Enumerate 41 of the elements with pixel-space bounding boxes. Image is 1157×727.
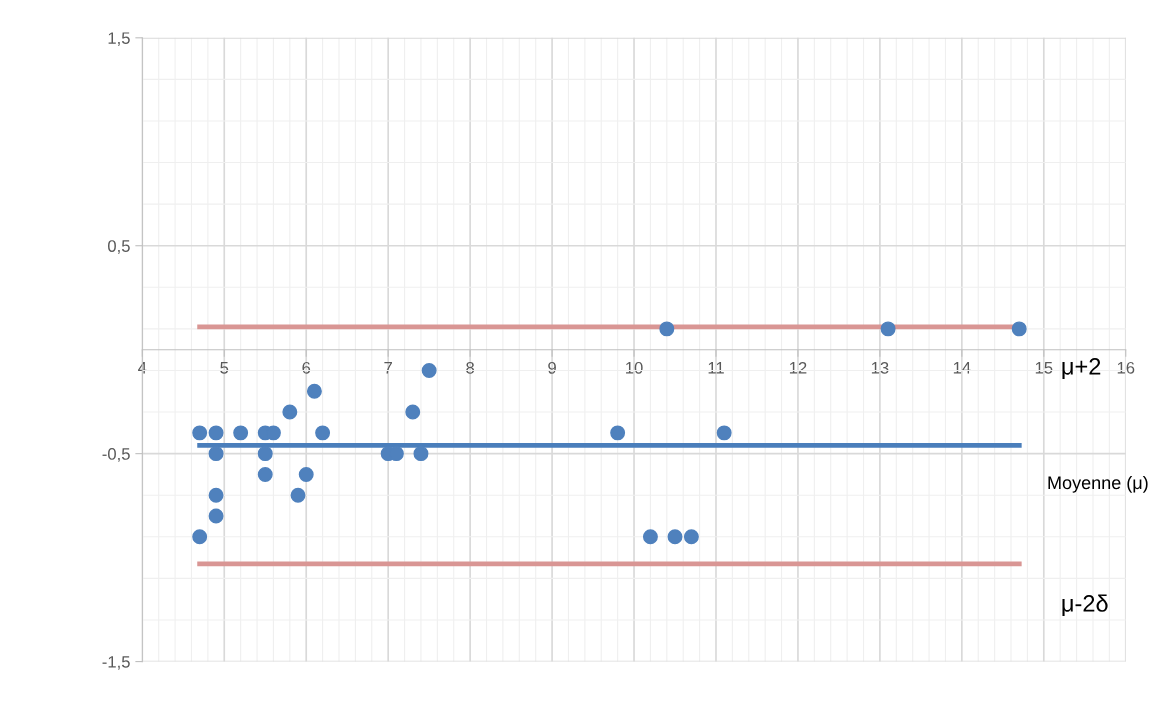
- point: [1011, 321, 1027, 337]
- x-tick-label: 11: [708, 362, 724, 374]
- point: [315, 425, 331, 441]
- x-tick-label: 12: [789, 361, 807, 374]
- x-tick-label: 5: [220, 362, 229, 374]
- y-tick-label: -1,5: [102, 656, 130, 670]
- point: [659, 321, 675, 337]
- point: [298, 466, 314, 482]
- point: [208, 487, 224, 503]
- point: [192, 529, 208, 545]
- y-tick-label: -0,5: [102, 448, 130, 462]
- x-tick-label: 7: [384, 362, 392, 374]
- point: [667, 529, 683, 545]
- point: [257, 466, 273, 482]
- annotation: μ+2: [1062, 357, 1101, 380]
- annotation: Moyenne (μ): [1048, 475, 1148, 493]
- point: [610, 425, 626, 441]
- y-tick-label: 1,5: [108, 32, 130, 46]
- point: [716, 425, 732, 441]
- x-tick-label: 13: [871, 361, 889, 374]
- point: [282, 404, 298, 420]
- x-tick-label: 9: [548, 361, 556, 374]
- point: [421, 363, 437, 378]
- x-tick-label: 15: [1035, 362, 1053, 374]
- point: [642, 529, 658, 545]
- point: [192, 425, 208, 441]
- point: [880, 321, 896, 337]
- point: [683, 529, 699, 545]
- point: [405, 404, 421, 420]
- point: [306, 383, 322, 399]
- point: [208, 425, 224, 441]
- x-tick-label: 16: [1117, 361, 1135, 374]
- point: [413, 446, 429, 462]
- point: [233, 425, 249, 441]
- point: [290, 487, 306, 503]
- x-tick-label: 10: [626, 361, 643, 374]
- annotation: μ-2δ: [1062, 594, 1108, 617]
- point: [208, 446, 224, 462]
- point: [257, 446, 273, 462]
- point: [208, 508, 224, 524]
- y-tick-label: 0,5: [107, 240, 130, 254]
